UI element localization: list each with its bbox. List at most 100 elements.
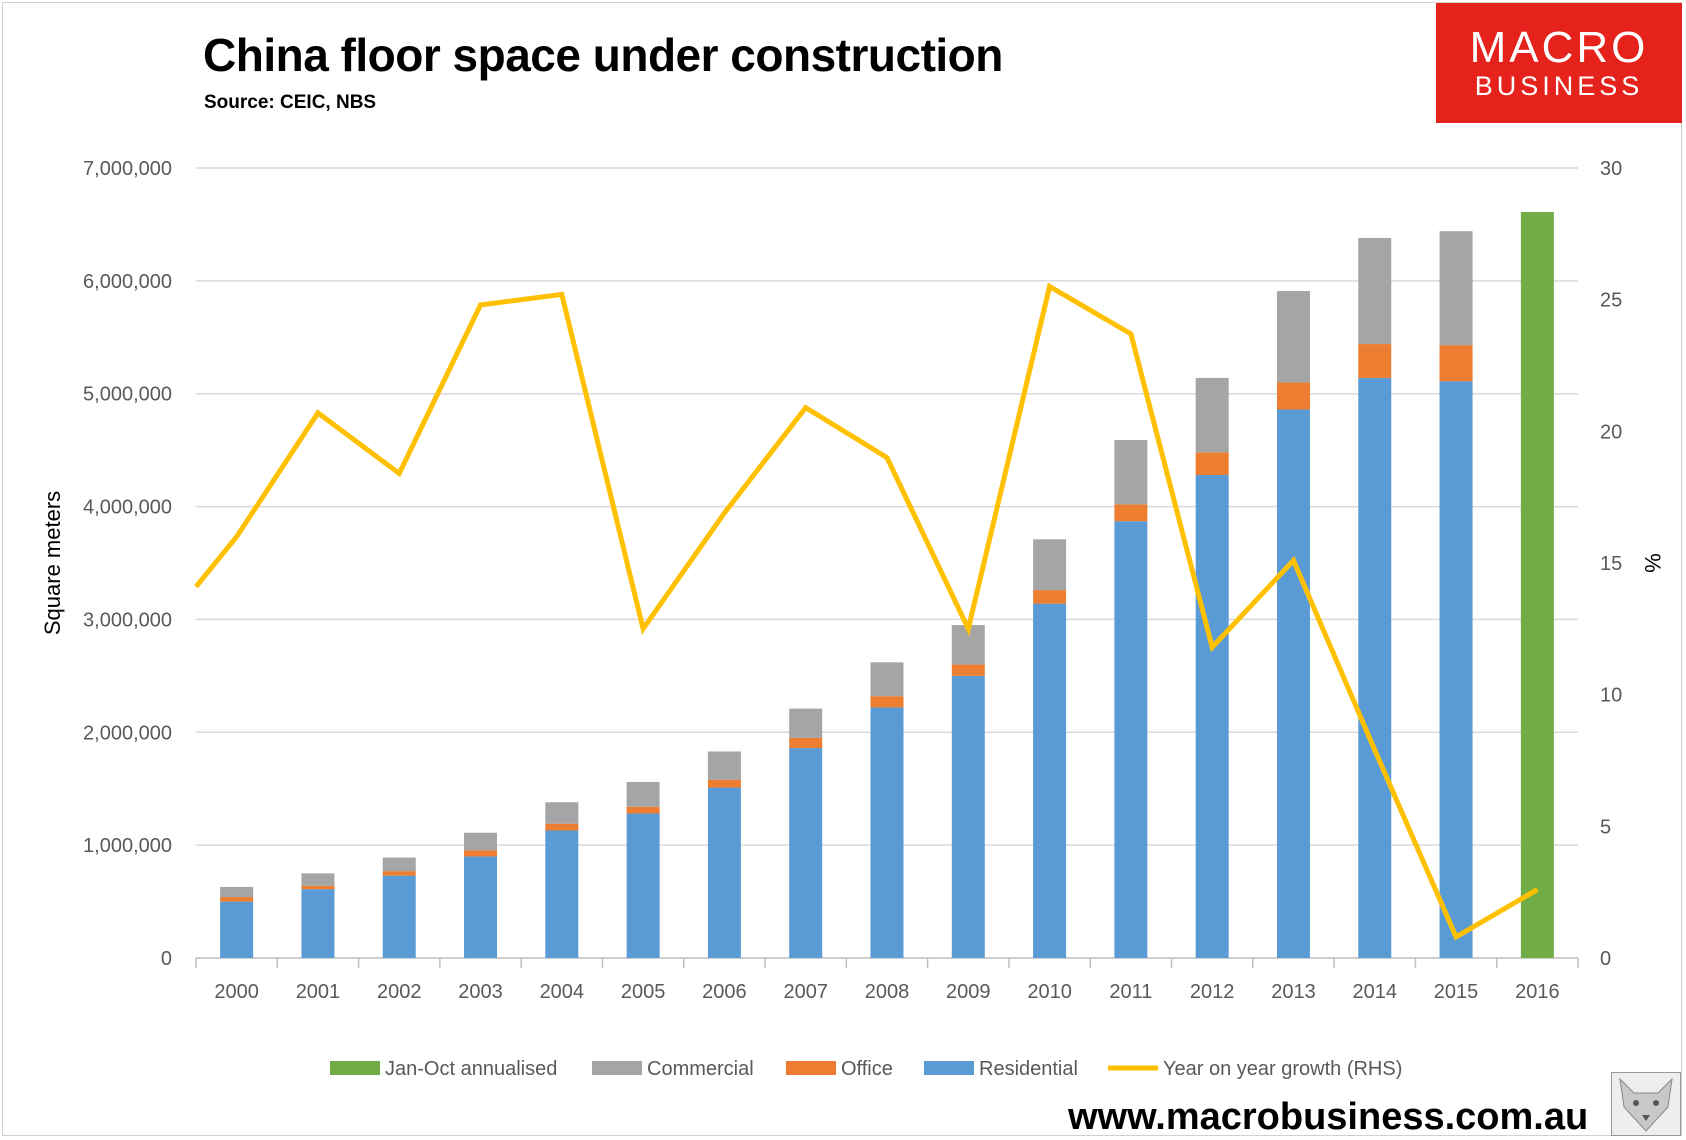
x-tick-label: 2001 [296, 981, 341, 1003]
legend-swatch-office [786, 1061, 836, 1075]
y-tick-label: 3,000,000 [83, 609, 172, 631]
bar-office [1276, 382, 1310, 410]
website-url: www.macrobusiness.com.au [1068, 1096, 1589, 1138]
x-tick-label: 2016 [1515, 981, 1560, 1003]
bar-residential [707, 787, 741, 958]
x-tick-label: 2000 [214, 981, 259, 1003]
x-tick-label: 2014 [1353, 981, 1398, 1003]
y2-tick-label: 10 [1600, 685, 1622, 707]
bar-jan-oct-annualised [1520, 212, 1554, 958]
bar-office [1195, 452, 1229, 475]
legend-label-jan-oct-annualised: Jan-Oct annualised [385, 1058, 557, 1080]
legend-label-office: Office [841, 1058, 893, 1080]
bar-commercial [1114, 439, 1148, 505]
bar-commercial [220, 886, 254, 898]
x-tick-label: 2007 [783, 981, 828, 1003]
bar-residential [1276, 409, 1310, 958]
bar-commercial [1033, 539, 1067, 591]
logo-line-2: BUSINESS [1474, 71, 1644, 101]
bar-commercial [707, 751, 741, 780]
y2-tick-label: 0 [1600, 948, 1611, 970]
legend-swatch-jan-oct-annualised [330, 1061, 380, 1075]
x-tick-label: 2013 [1271, 981, 1316, 1003]
x-tick-label: 2010 [1027, 981, 1072, 1003]
bar-office [220, 897, 254, 902]
y-tick-label: 0 [161, 948, 172, 970]
bar-commercial [1195, 377, 1229, 453]
x-tick-label: 2004 [540, 981, 585, 1003]
bar-residential [870, 707, 904, 958]
x-tick-label: 2009 [946, 981, 991, 1003]
wolf-mascot-image [1611, 1072, 1681, 1136]
y-tick-label: 2,000,000 [83, 722, 172, 744]
y-tick-label: 4,000,000 [83, 497, 172, 519]
bar-residential [301, 889, 335, 958]
macrobusiness-logo: MACRO BUSINESS [1436, 3, 1682, 123]
legend-swatch-commercial [592, 1061, 642, 1075]
y2-tick-label: 15 [1600, 553, 1622, 575]
bar-office [1358, 344, 1392, 378]
legend-swatch-residential [924, 1061, 974, 1075]
x-tick-label: 2005 [621, 981, 666, 1003]
logo-line-1: MACRO [1469, 23, 1649, 72]
bar-commercial [1276, 291, 1310, 383]
bar-residential [382, 875, 416, 958]
legend-label-residential: Residential [979, 1058, 1078, 1080]
bar-office [707, 779, 741, 788]
bar-residential [1114, 521, 1148, 958]
bar-residential [1033, 603, 1067, 958]
bar-office [951, 664, 985, 676]
x-tick-label: 2002 [377, 981, 422, 1003]
bar-office [870, 696, 904, 708]
y2-tick-label: 5 [1600, 816, 1611, 838]
y-tick-label: 1,000,000 [83, 835, 172, 857]
y-tick-label: 7,000,000 [83, 158, 172, 180]
bar-office [626, 806, 660, 814]
x-tick-label: 2011 [1109, 981, 1152, 1003]
bar-residential [951, 675, 985, 958]
bar-commercial [382, 857, 416, 872]
bar-commercial [545, 802, 579, 824]
bar-residential [1195, 474, 1229, 958]
bar-residential [1439, 381, 1473, 958]
chart-source: Source: CEIC, NBS [204, 92, 377, 113]
y2-tick-label: 30 [1600, 158, 1622, 180]
bar-residential [1358, 377, 1392, 958]
bar-office [1114, 504, 1148, 522]
bar-office [789, 737, 823, 749]
bar-commercial [1439, 231, 1473, 346]
bar-office [464, 850, 498, 857]
bar-office [301, 885, 335, 890]
y-tick-label: 6,000,000 [83, 271, 172, 293]
growth-line [194, 282, 1539, 941]
x-tick-label: 2012 [1190, 981, 1235, 1003]
bar-residential [220, 901, 254, 958]
bar-residential [626, 813, 660, 958]
bar-office [382, 871, 416, 876]
bar-residential [789, 748, 823, 958]
legend-label-commercial: Commercial [647, 1058, 754, 1080]
y-axis-title: Square meters [40, 491, 65, 635]
x-tick-label: 2008 [865, 981, 910, 1003]
chart-title: China floor space under construction [203, 29, 1003, 81]
bar-commercial [1358, 237, 1392, 345]
y2-axis-title: % [1640, 553, 1665, 573]
x-tick-label: 2006 [702, 981, 747, 1003]
legend-label-year-on-year-growth-rhs: Year on year growth (RHS) [1163, 1058, 1402, 1080]
bar-office [545, 823, 579, 831]
y2-tick-label: 20 [1600, 421, 1622, 443]
bar-office [1439, 345, 1473, 382]
y-tick-label: 5,000,000 [83, 384, 172, 406]
bar-commercial [870, 662, 904, 697]
x-tick-label: 2015 [1434, 981, 1479, 1003]
bar-residential [545, 830, 579, 958]
bar-commercial [464, 832, 498, 851]
bar-office [1033, 590, 1067, 604]
y2-tick-label: 25 [1600, 290, 1622, 312]
bar-commercial [301, 873, 335, 886]
bar-commercial [626, 781, 660, 807]
bar-commercial [789, 708, 823, 738]
bar-residential [464, 856, 498, 958]
